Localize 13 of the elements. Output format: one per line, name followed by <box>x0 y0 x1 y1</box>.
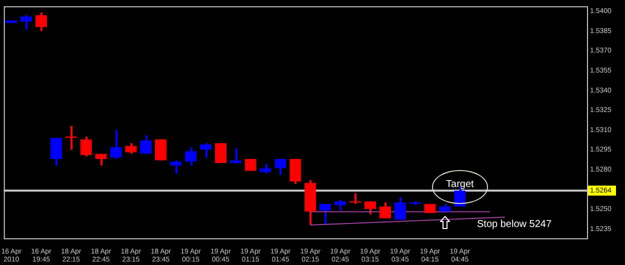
candlestick <box>320 202 332 226</box>
annotation: Target <box>446 178 474 190</box>
candlestick <box>214 142 226 164</box>
candlestick <box>125 142 137 155</box>
candlestick <box>200 142 212 159</box>
candlestick <box>170 159 182 175</box>
candlestick <box>20 14 32 31</box>
annotation: Stop below 5247 <box>477 218 552 230</box>
candlestick <box>50 136 62 167</box>
candlestick <box>334 198 346 212</box>
candlestick <box>439 202 451 214</box>
candlestick <box>290 158 302 186</box>
candlestick <box>260 163 272 175</box>
